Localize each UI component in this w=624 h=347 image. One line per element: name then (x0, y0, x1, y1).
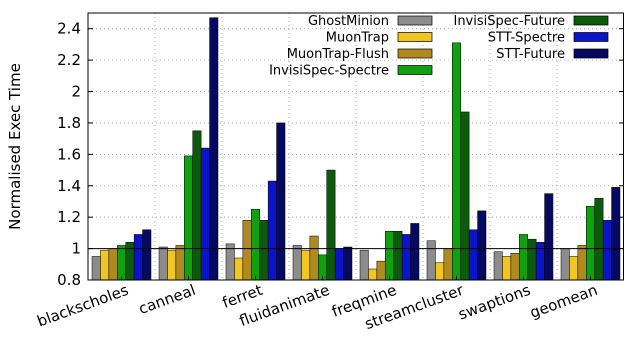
x-tick-label: swaptions (456, 281, 533, 324)
bar (225, 243, 235, 281)
bar (234, 257, 244, 281)
bar (142, 229, 152, 281)
legend-label: STT-Spectre (488, 31, 565, 46)
bar (376, 260, 386, 281)
bar (393, 231, 403, 281)
bar (560, 248, 570, 281)
x-tick-label: geomean (527, 281, 599, 322)
bar (602, 220, 612, 281)
legend-swatch (397, 32, 433, 42)
bar (175, 245, 185, 281)
bar (259, 220, 269, 281)
legend-swatch (573, 32, 609, 42)
bar (343, 246, 353, 281)
bar (569, 256, 579, 281)
bar (452, 42, 461, 281)
bar (158, 246, 168, 281)
x-tick-label: canneal (136, 281, 198, 318)
y-tick-label: 2 (71, 83, 81, 101)
bar (192, 130, 202, 281)
bar (267, 180, 277, 281)
bar (586, 205, 595, 281)
x-tick-label: blackscholes (35, 281, 131, 331)
bar (184, 155, 193, 281)
bar (125, 242, 135, 281)
bar (477, 210, 487, 281)
legend-swatch (573, 48, 609, 59)
y-tick-label: 2.2 (57, 51, 81, 69)
bar (594, 198, 604, 281)
legend-swatch (397, 48, 433, 59)
y-tick-label: 1.4 (57, 177, 81, 195)
bar (326, 169, 336, 281)
bar (276, 122, 286, 281)
bar (242, 220, 252, 281)
bar (385, 231, 394, 281)
bar (292, 245, 302, 281)
bar (368, 268, 378, 281)
bar (251, 209, 260, 281)
bar (91, 256, 101, 281)
bars (91, 17, 621, 281)
bar (401, 234, 411, 281)
bar (577, 245, 587, 281)
bar (468, 229, 478, 281)
bar (535, 242, 545, 281)
bar (544, 193, 554, 281)
legend-swatch (397, 15, 433, 26)
bar (443, 248, 453, 281)
y-axis: 0.8 1 1.2 1.4 1.6 1.8 2 2.2 2.4 (57, 20, 624, 289)
bar (510, 253, 520, 281)
bar (309, 235, 319, 281)
bar (519, 234, 528, 281)
y-axis-label: Normalised Exec Time (6, 63, 24, 230)
bar (209, 17, 219, 281)
bar (435, 262, 445, 281)
bar (133, 234, 143, 281)
y-tick-label: 1 (71, 240, 81, 258)
legend-label: MuonTrap-Flush (287, 47, 389, 62)
bar (334, 248, 344, 281)
y-tick-label: 1.8 (57, 114, 81, 132)
bar (108, 248, 118, 281)
legend-label: InvisiSpec-Spectre (269, 64, 389, 79)
bar (527, 238, 537, 281)
legend-swatch (573, 15, 609, 26)
y-tick-label: 1.2 (57, 208, 81, 226)
bar (611, 187, 621, 281)
bar (359, 249, 369, 281)
y-tick-label: 2.4 (57, 20, 81, 38)
bar (301, 249, 311, 281)
bar (117, 245, 126, 281)
bar (200, 147, 210, 281)
legend-swatch (397, 65, 433, 75)
legend-label: GhostMinion (308, 14, 389, 29)
bar (426, 240, 436, 281)
bar (410, 223, 420, 281)
bar (100, 249, 110, 281)
y-tick-label: 0.8 (57, 271, 81, 289)
bar (502, 256, 512, 281)
bar (167, 249, 177, 281)
x-axis: blackscholes canneal ferretfluidanimatefre… (35, 276, 600, 333)
legend-label: MuonTrap (326, 31, 389, 46)
bar (493, 251, 503, 281)
bar (460, 111, 470, 281)
legend-label: STT-Future (496, 47, 565, 62)
legend-label: InvisiSpec-Future (453, 14, 565, 29)
y-tick-label: 1.6 (57, 145, 81, 163)
